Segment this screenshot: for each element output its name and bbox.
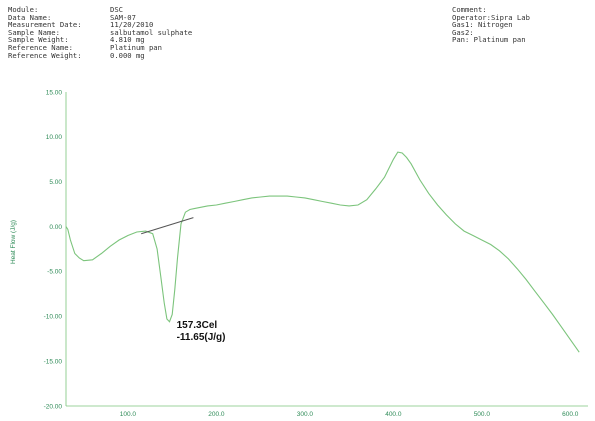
- header-right-block: Comment: Operator:Sipra Lab Gas1: Nitrogen…: [452, 6, 530, 44]
- header-row: Module: DSC: [8, 6, 192, 14]
- header-label: Reference Name:: [8, 42, 73, 52]
- annotation-line: -11.65(J/g): [177, 332, 226, 343]
- header-right-line: Operator:Sipra Lab: [452, 12, 530, 22]
- header-right-line: Gas1: Nitrogen: [452, 20, 513, 30]
- y-tick-label: 5.00: [49, 179, 62, 186]
- header-right-line: Pan: Platinum pan: [452, 35, 526, 45]
- header-row: Sample Name: salbutamol sulphate: [8, 29, 192, 37]
- header-value: 4.810 mg: [110, 35, 145, 45]
- header-label: Measurement Date:: [8, 20, 82, 30]
- y-tick-label: 0.00: [49, 224, 62, 231]
- header-value: salbutamol sulphate: [110, 27, 193, 37]
- x-tick-label: 200.0: [208, 411, 225, 418]
- header-right-line: Gas2:: [452, 27, 474, 37]
- y-tick-label: -20.00: [44, 403, 63, 410]
- y-tick-label: -5.00: [47, 269, 62, 276]
- y-tick-label: 15.00: [46, 89, 63, 96]
- header-value: SAM-07: [110, 12, 136, 22]
- x-tick-label: 100.0: [120, 411, 137, 418]
- header-row: Sample Weight: 4.810 mg: [8, 36, 192, 44]
- header-value: 11/20/2010: [110, 20, 154, 30]
- header-row: Reference Name: Platinum pan: [8, 44, 192, 52]
- x-tick-label: 300.0: [297, 411, 314, 418]
- x-tick-label: 400.0: [385, 411, 402, 418]
- x-tick-label: 500.0: [474, 411, 491, 418]
- header-value: Platinum pan: [110, 42, 162, 52]
- header-row: Measurement Date: 11/20/2010: [8, 21, 192, 29]
- peak-annotation: 157.3Cel-11.65(J/g): [177, 320, 226, 343]
- x-tick-group: 100.0 200.0 300.0 400.0 500.0 600.0: [120, 411, 579, 418]
- header-row: Data Name: SAM-07: [8, 12, 192, 22]
- y-axis-label: Heat Flow (J/g): [10, 220, 17, 264]
- header-row: Reference Weight: 0.000 mg: [8, 50, 192, 60]
- annotation-line: 157.3Cel: [177, 320, 218, 331]
- y-tick-label: -15.00: [44, 358, 63, 365]
- y-tick-label: 10.00: [46, 134, 63, 141]
- x-tick-label: 600.0: [562, 411, 579, 418]
- header-label: Reference Weight:: [8, 50, 82, 60]
- header-value: 0.000 mg: [110, 50, 145, 60]
- integration-baseline: [141, 217, 194, 235]
- y-tick-label: -10.00: [44, 314, 63, 321]
- header-left-block: Module: DSC Data Name: SAM-07 Measurement Da…: [8, 6, 192, 59]
- heat-flow-line: [65, 151, 580, 353]
- header-label: Module:: [8, 5, 39, 14]
- header-label: Sample Name:: [8, 27, 60, 37]
- header-right-line: Comment:: [452, 5, 487, 14]
- y-tick-group: 15.00 10.00 5.00 0.00 -5.00 -10.00 -15.00 -20.0…: [44, 89, 63, 410]
- header-label: Sample Weight:: [8, 35, 69, 45]
- header-value: DSC: [110, 5, 123, 14]
- header-label: Data Name:: [8, 12, 52, 22]
